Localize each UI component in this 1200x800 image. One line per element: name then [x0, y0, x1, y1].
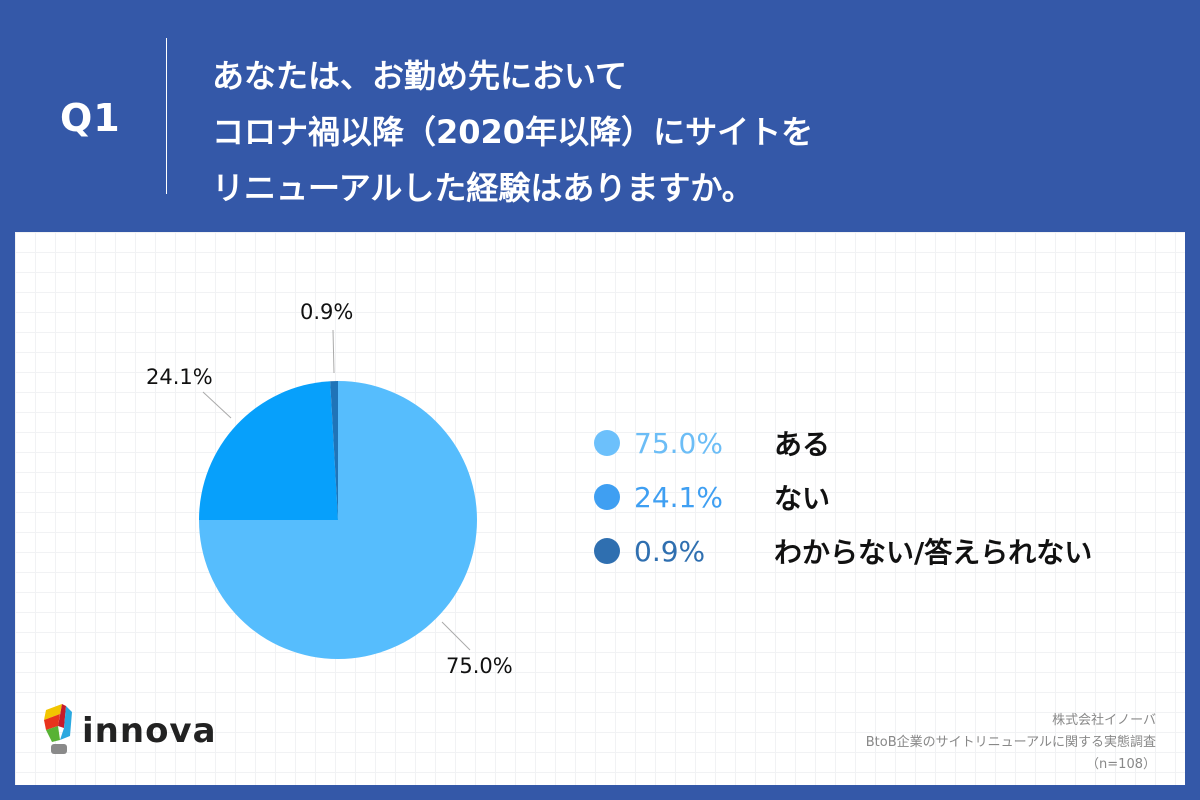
legend-dot-icon [594, 484, 620, 510]
header: Q1 あなたは、お勤め先において コロナ禍以降（2020年以降）にサイトを リニ… [0, 0, 1200, 232]
legend-percent: 75.0% [634, 426, 723, 460]
question-number: Q1 [60, 96, 121, 140]
leader-line-75 [441, 621, 471, 651]
innova-logo: innova [40, 700, 217, 762]
legend-label: ない [774, 482, 831, 515]
legend-percent: 0.9% [634, 534, 706, 568]
legend: 75.0% ある 24.1% ない 0.9% わからない/答えられない [594, 416, 1092, 578]
question-line: リニューアルした経験はありますか。 [212, 169, 754, 207]
source-survey: BtoB企業のサイトリニューアルに関する実態調査 [865, 735, 1156, 750]
question-text: あなたは、お勤め先において コロナ禍以降（2020年以降）にサイトを リニューア… [212, 48, 813, 216]
legend-dot-icon [594, 538, 620, 564]
lightbulb-logo-icon [44, 704, 72, 754]
brand-name: innova [82, 711, 217, 751]
pie-slice-nai [199, 381, 338, 520]
leader-line-24 [202, 391, 232, 419]
pie-label-75-0: 75.0% [446, 654, 513, 678]
question-line: コロナ禍以降（2020年以降）にサイトを [212, 113, 814, 151]
legend-label: わからない/答えられない [774, 536, 1093, 569]
source-company: 株式会社イノーバ [1052, 713, 1156, 728]
pie-slice-wakaranai [330, 381, 338, 520]
pie-label-24-1: 24.1% [146, 365, 213, 389]
header-divider [166, 38, 167, 194]
question-line: あなたは、お勤め先において [212, 57, 628, 95]
source-sample: （n=108） [1086, 757, 1156, 772]
legend-item: 24.1% ない [594, 470, 1092, 524]
pie-label-0-9: 0.9% [300, 300, 354, 324]
source-note: 株式会社イノーバ BtoB企業のサイトリニューアルに関する実態調査 （n=108… [866, 710, 1156, 776]
legend-label: ある [774, 428, 831, 461]
legend-dot-icon [594, 430, 620, 456]
legend-item: 75.0% ある [594, 416, 1092, 470]
legend-percent: 24.1% [634, 480, 723, 514]
leader-line-09 [332, 329, 335, 374]
legend-item: 0.9% わからない/答えられない [594, 524, 1092, 578]
